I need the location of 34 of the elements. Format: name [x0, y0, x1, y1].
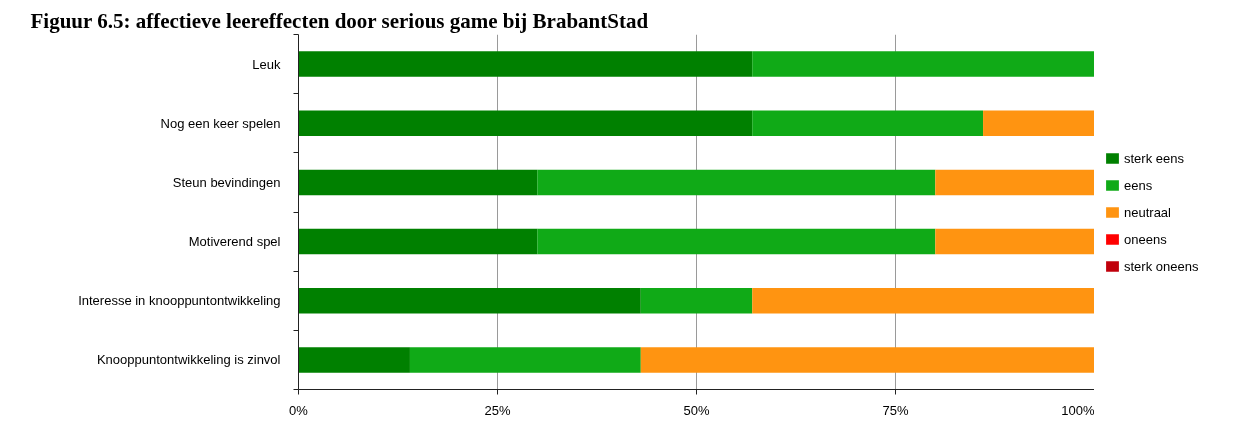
x-tick-label: 50%: [683, 402, 710, 418]
bar: [640, 288, 753, 314]
legend-label: sterk oneens: [1124, 258, 1199, 273]
bar: [409, 347, 641, 373]
bar: [298, 228, 538, 255]
y-tick-label: Motiverend spel: [188, 234, 281, 250]
x-tick-label: 0%: [289, 402, 309, 418]
bar: [298, 169, 538, 196]
x-tick-label: 100%: [1061, 402, 1095, 418]
bar: [752, 51, 1094, 77]
y-tick-label: Knooppuntontwikkeling is zinvol: [96, 352, 281, 368]
bar: [752, 288, 1094, 314]
bar: [935, 228, 1094, 255]
legend-label: eens: [1124, 177, 1153, 192]
bar: [935, 169, 1094, 196]
x-tick-label: 75%: [882, 402, 909, 418]
bar: [752, 110, 984, 136]
legend-label: neutraal: [1124, 204, 1171, 219]
bar: [298, 288, 641, 314]
bar: [537, 169, 936, 196]
bar: [298, 110, 753, 136]
chart-title: Figuur 6.5: affectieve leereffecten door serious game bij BrabantStad: [30, 8, 649, 33]
legend-label: oneens: [1124, 231, 1167, 246]
y-tick-label: Steun bevindingen: [172, 174, 281, 190]
bar: [537, 228, 936, 255]
bar: [983, 110, 1094, 136]
bar: [640, 347, 1094, 373]
bar: [298, 347, 410, 373]
legend-label: sterk eens: [1124, 150, 1184, 165]
bar: [298, 51, 753, 77]
x-tick-label: 25%: [484, 402, 511, 418]
y-tick-label: Nog een keer spelen: [160, 115, 281, 131]
y-tick-label: Interesse in knooppuntontwikkeling: [78, 293, 281, 309]
y-tick-label: Leuk: [252, 56, 281, 72]
